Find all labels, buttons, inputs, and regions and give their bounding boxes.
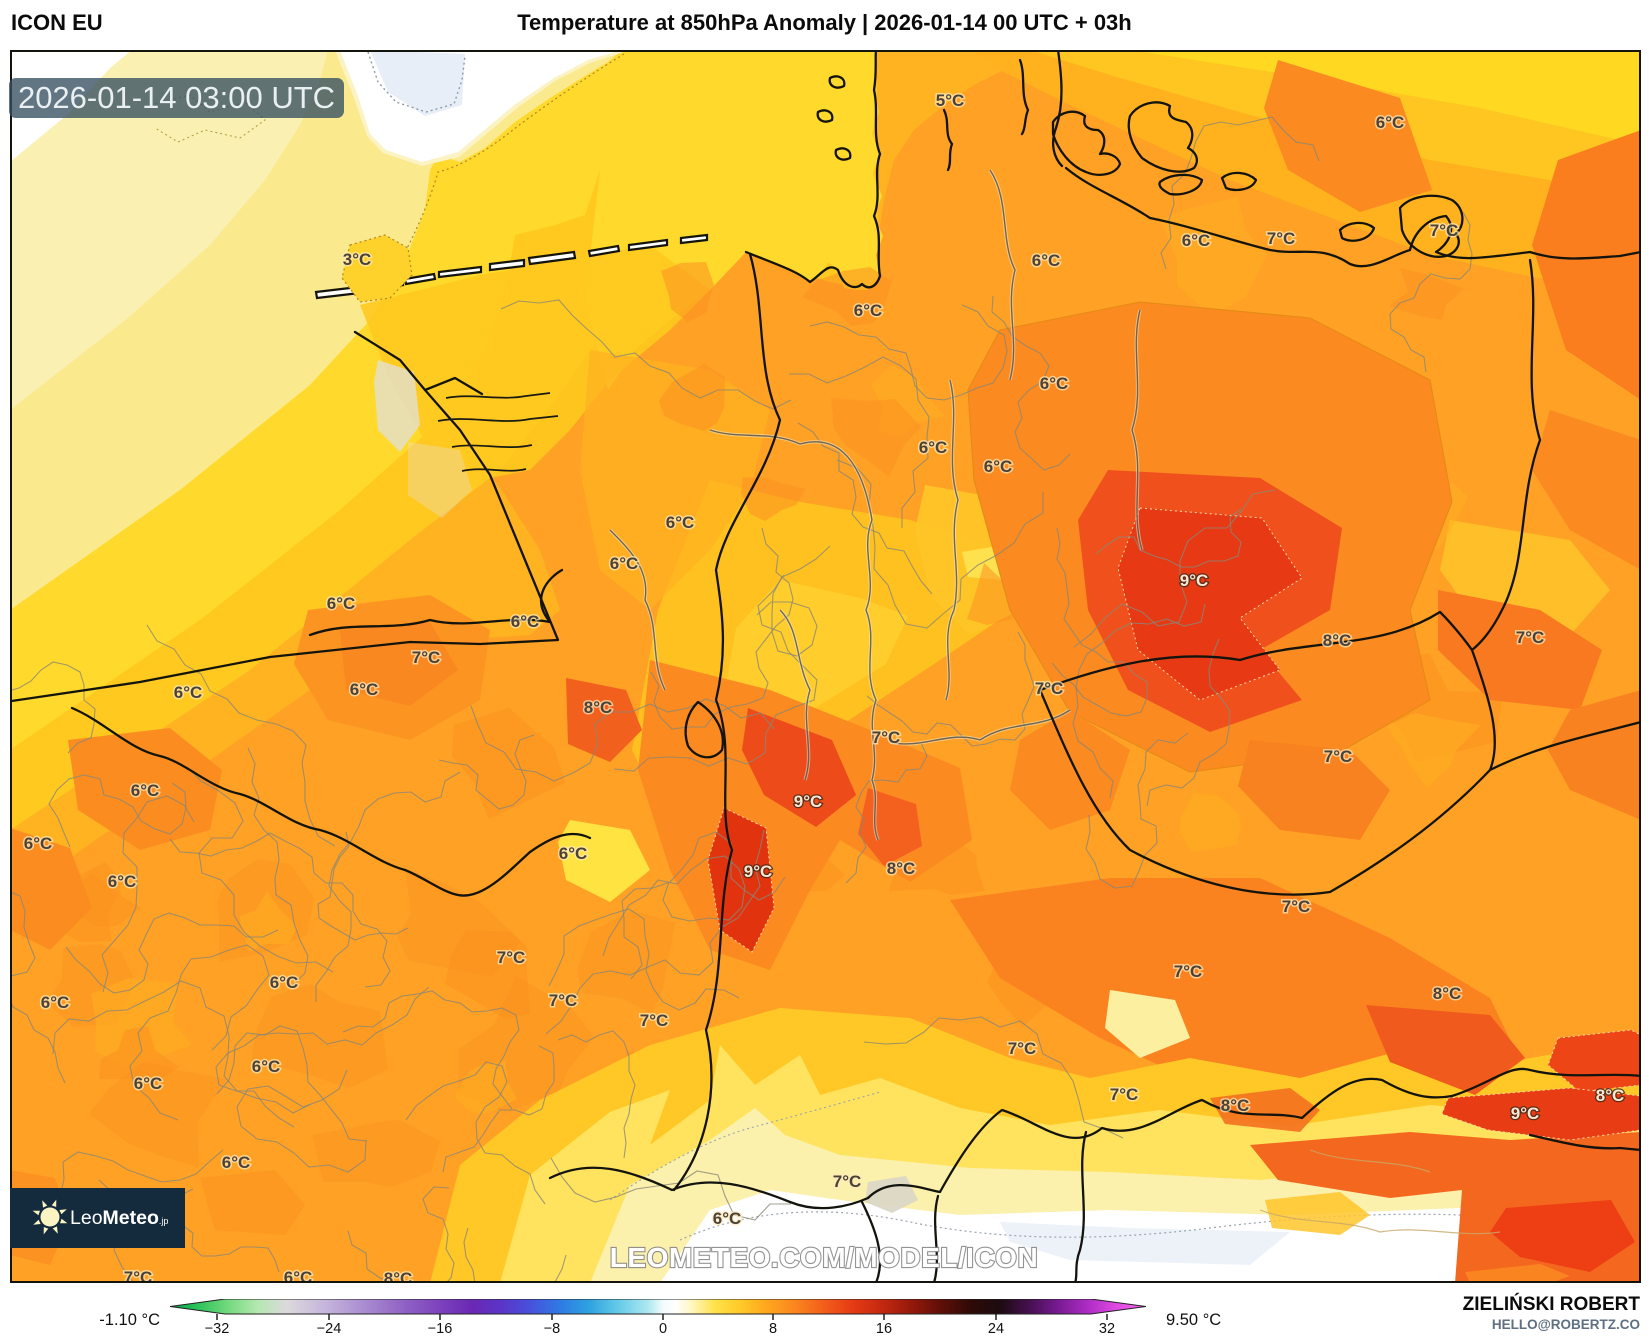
svg-text:6°C: 6°C [174, 683, 203, 702]
svg-text:6°C: 6°C [252, 1057, 281, 1076]
svg-text:8°C: 8°C [1323, 631, 1352, 650]
svg-text:7°C: 7°C [1035, 679, 1064, 698]
svg-text:7°C: 7°C [412, 648, 441, 667]
svg-text:6°C: 6°C [666, 513, 695, 532]
svg-text:LeoMeteo.jp: LeoMeteo.jp [70, 1207, 168, 1229]
svg-text:6°C: 6°C [131, 781, 160, 800]
svg-text:7°C: 7°C [1110, 1085, 1139, 1104]
svg-text:7°C: 7°C [1516, 628, 1545, 647]
svg-text:7°C: 7°C [1324, 747, 1353, 766]
svg-text:6°C: 6°C [511, 612, 540, 631]
svg-text:6°C: 6°C [24, 834, 53, 853]
svg-text:6°C: 6°C [919, 438, 948, 457]
svg-text:6°C: 6°C [1182, 231, 1211, 250]
svg-text:6°C: 6°C [108, 872, 137, 891]
svg-text:7°C: 7°C [1430, 221, 1459, 240]
svg-text:6°C: 6°C [270, 973, 299, 992]
svg-text:6°C: 6°C [41, 993, 70, 1012]
svg-text:8°C: 8°C [1596, 1086, 1625, 1105]
svg-text:9°C: 9°C [1511, 1104, 1540, 1123]
svg-text:7°C: 7°C [640, 1011, 669, 1030]
svg-text:6°C: 6°C [610, 554, 639, 573]
svg-text:8°C: 8°C [584, 698, 613, 717]
svg-text:6°C: 6°C [350, 680, 379, 699]
svg-text:5°C: 5°C [936, 91, 965, 110]
svg-text:9°C: 9°C [794, 792, 823, 811]
svg-text:7°C: 7°C [833, 1172, 862, 1191]
svg-text:8°C: 8°C [1433, 984, 1462, 1003]
svg-text:3°C: 3°C [343, 250, 372, 269]
svg-text:7°C: 7°C [1282, 897, 1311, 916]
svg-text:7°C: 7°C [549, 991, 578, 1010]
svg-text:7°C: 7°C [1267, 229, 1296, 248]
svg-text:6°C: 6°C [559, 844, 588, 863]
svg-text:7°C: 7°C [124, 1268, 153, 1283]
svg-text:6°C: 6°C [1032, 251, 1061, 270]
svg-text:7°C: 7°C [497, 948, 526, 967]
svg-text:8°C: 8°C [887, 859, 916, 878]
svg-text:6°C: 6°C [284, 1268, 313, 1283]
svg-text:8°C: 8°C [384, 1269, 413, 1283]
svg-text:6°C: 6°C [854, 301, 883, 320]
svg-text:7°C: 7°C [872, 728, 901, 747]
svg-text:6°C: 6°C [327, 594, 356, 613]
svg-text:6°C: 6°C [713, 1209, 742, 1228]
svg-text:8°C: 8°C [1221, 1096, 1250, 1115]
svg-text:6°C: 6°C [1040, 374, 1069, 393]
svg-text:6°C: 6°C [984, 457, 1013, 476]
svg-text:7°C: 7°C [1174, 962, 1203, 981]
svg-text:6°C: 6°C [1376, 113, 1405, 132]
svg-text:LEOMETEO.COM/MODEL/ICON: LEOMETEO.COM/MODEL/ICON [610, 1242, 1038, 1273]
svg-text:6°C: 6°C [134, 1074, 163, 1093]
svg-text:9°C: 9°C [744, 862, 773, 881]
svg-text:7°C: 7°C [1008, 1039, 1037, 1058]
svg-text:9°C: 9°C [1180, 571, 1209, 590]
svg-text:6°C: 6°C [222, 1153, 251, 1172]
